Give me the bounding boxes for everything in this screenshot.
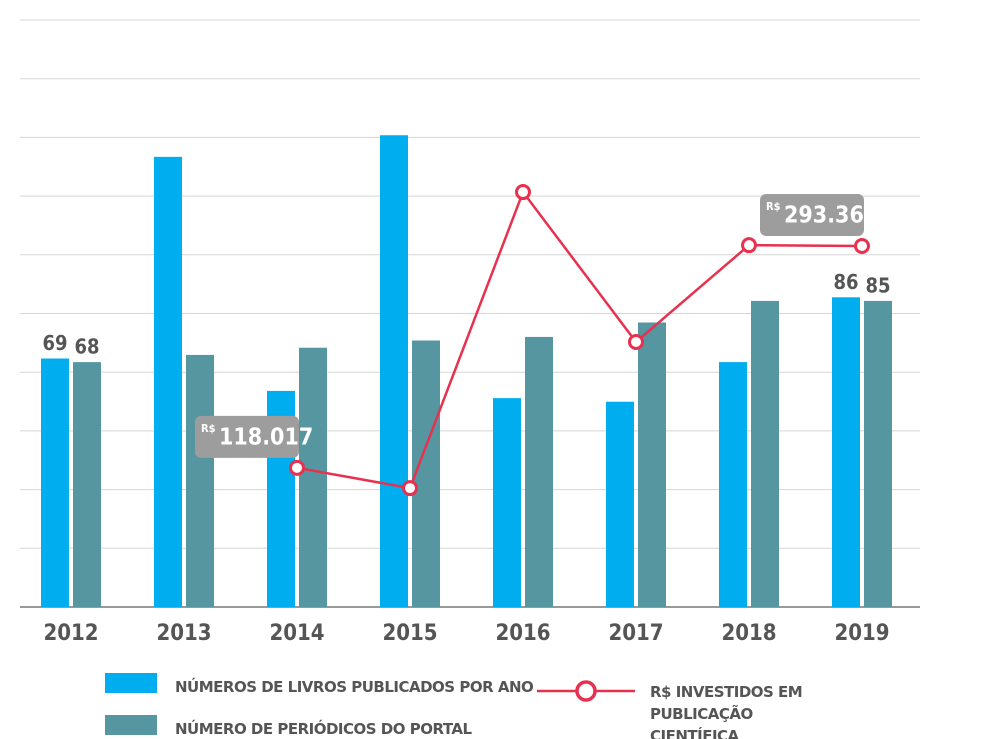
x-tick-label: 2014 (269, 621, 324, 646)
legend-label: NÚMEROS DE LIVROS PUBLICADOS POR ANO (175, 678, 534, 696)
bar (832, 297, 860, 607)
data-label: 69 (42, 331, 67, 355)
line-marker (741, 237, 757, 254)
data-label: 68 (74, 335, 99, 359)
line-marker (854, 237, 870, 254)
bar (751, 300, 779, 607)
annotation-label: 118.017 (219, 424, 313, 450)
data-label: 85 (865, 273, 890, 297)
legend-label: R$ INVESTIDOS EM PUBLICAÇÃO CIENTÍFICA (650, 683, 803, 739)
annotation-prefix: R$ (766, 200, 781, 213)
legend-swatch (575, 680, 597, 702)
annotation-box (760, 193, 864, 236)
x-tick-label: 2015 (382, 621, 437, 646)
x-tick-label: 2018 (721, 621, 776, 646)
x-tick-label: 2016 (495, 621, 550, 646)
bar (380, 135, 408, 607)
bar (525, 336, 553, 607)
bar (73, 362, 101, 607)
line (296, 189, 863, 490)
bar (154, 156, 182, 607)
bar (719, 362, 747, 607)
bar (299, 347, 327, 607)
x-tick-label: 2012 (43, 621, 98, 646)
x-tick-label: 2017 (608, 621, 663, 646)
data-label: 86 (833, 270, 858, 294)
x-tick-label: 2019 (834, 621, 889, 646)
legend-swatch (105, 715, 157, 735)
bar (186, 354, 214, 607)
x-tick-label: 2013 (156, 621, 211, 646)
bar (606, 401, 634, 607)
annotation-label: 293.368 (784, 202, 878, 228)
line-marker (402, 480, 418, 497)
bar (493, 398, 521, 607)
line-marker (515, 184, 531, 201)
line-marker (289, 459, 305, 476)
bar (638, 322, 666, 607)
legend-label: NÚMERO DE PERIÓDICOS DO PORTAL (175, 720, 472, 738)
annotation-prefix: R$ (201, 422, 216, 435)
line-marker (628, 333, 644, 350)
bar (864, 300, 892, 607)
bar (41, 358, 69, 607)
annotation-box (195, 415, 299, 458)
legend-swatch (105, 673, 157, 693)
